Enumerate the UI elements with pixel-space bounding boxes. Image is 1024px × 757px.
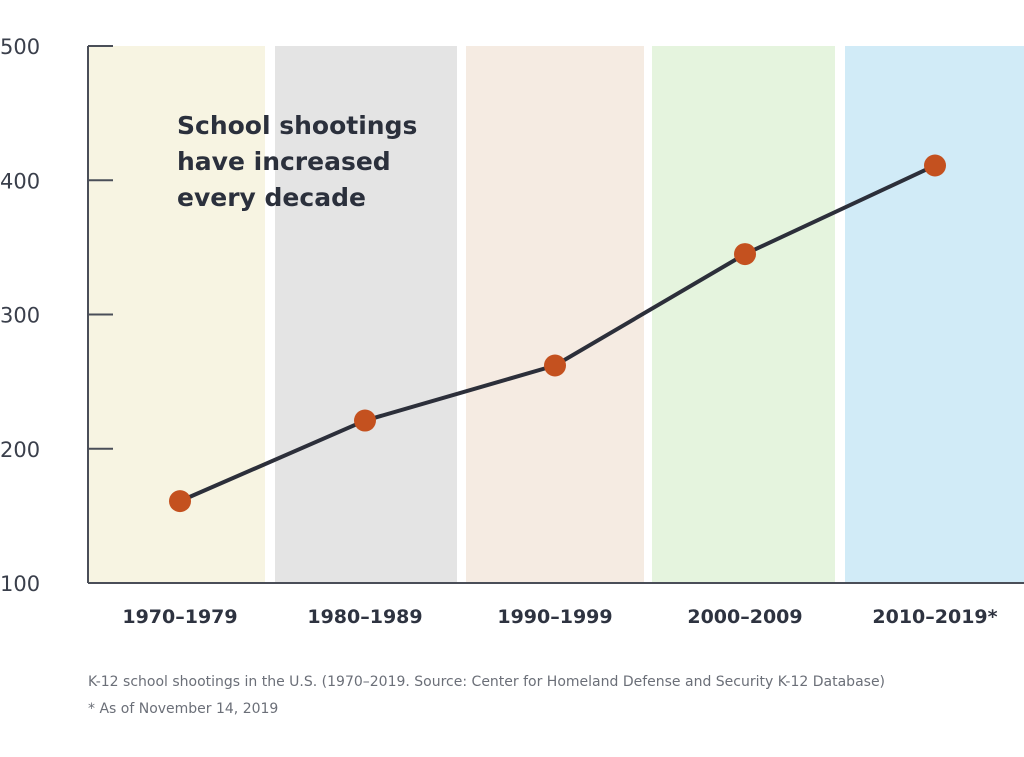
x-tick-label: 2010–2019* [872, 606, 997, 628]
x-tick-label: 2000–2009 [687, 606, 802, 628]
y-tick-label: 500 [0, 35, 40, 59]
y-tick-label: 100 [0, 572, 40, 596]
y-tick-label: 200 [0, 438, 40, 462]
data-point [354, 409, 376, 432]
line-chart: 100 200 300 400 500 1970–1979 1980–1989 1990–1… [0, 35, 1024, 628]
data-point [169, 490, 191, 513]
annotation-line: every decade [177, 183, 366, 212]
x-tick-label: 1970–1979 [122, 606, 237, 628]
decade-band [652, 46, 835, 583]
decade-band [466, 46, 644, 583]
x-tick-label: 1990–1999 [497, 606, 612, 628]
data-point [734, 243, 756, 266]
series-markers [169, 154, 946, 513]
y-axis-ticks: 100 200 300 400 500 [0, 35, 113, 596]
y-tick-label: 300 [0, 304, 40, 328]
data-point [544, 354, 566, 377]
source-caption: K-12 school shootings in the U.S. (1970–… [88, 674, 886, 690]
decade-band [845, 46, 1024, 583]
x-tick-label: 1980–1989 [307, 606, 422, 628]
chart-annotation: School shootings have increased every deca… [177, 111, 417, 212]
decade-band [275, 46, 457, 583]
y-tick-label: 400 [0, 169, 40, 193]
data-point [924, 154, 946, 177]
annotation-line: have increased [177, 147, 391, 176]
decade-bands [88, 46, 1024, 583]
footnote-caption: * As of November 14, 2019 [88, 701, 279, 717]
x-axis-ticks: 1970–1979 1980–1989 1990–1999 2000–2009 2010… [122, 606, 997, 628]
annotation-line: School shootings [177, 111, 417, 140]
